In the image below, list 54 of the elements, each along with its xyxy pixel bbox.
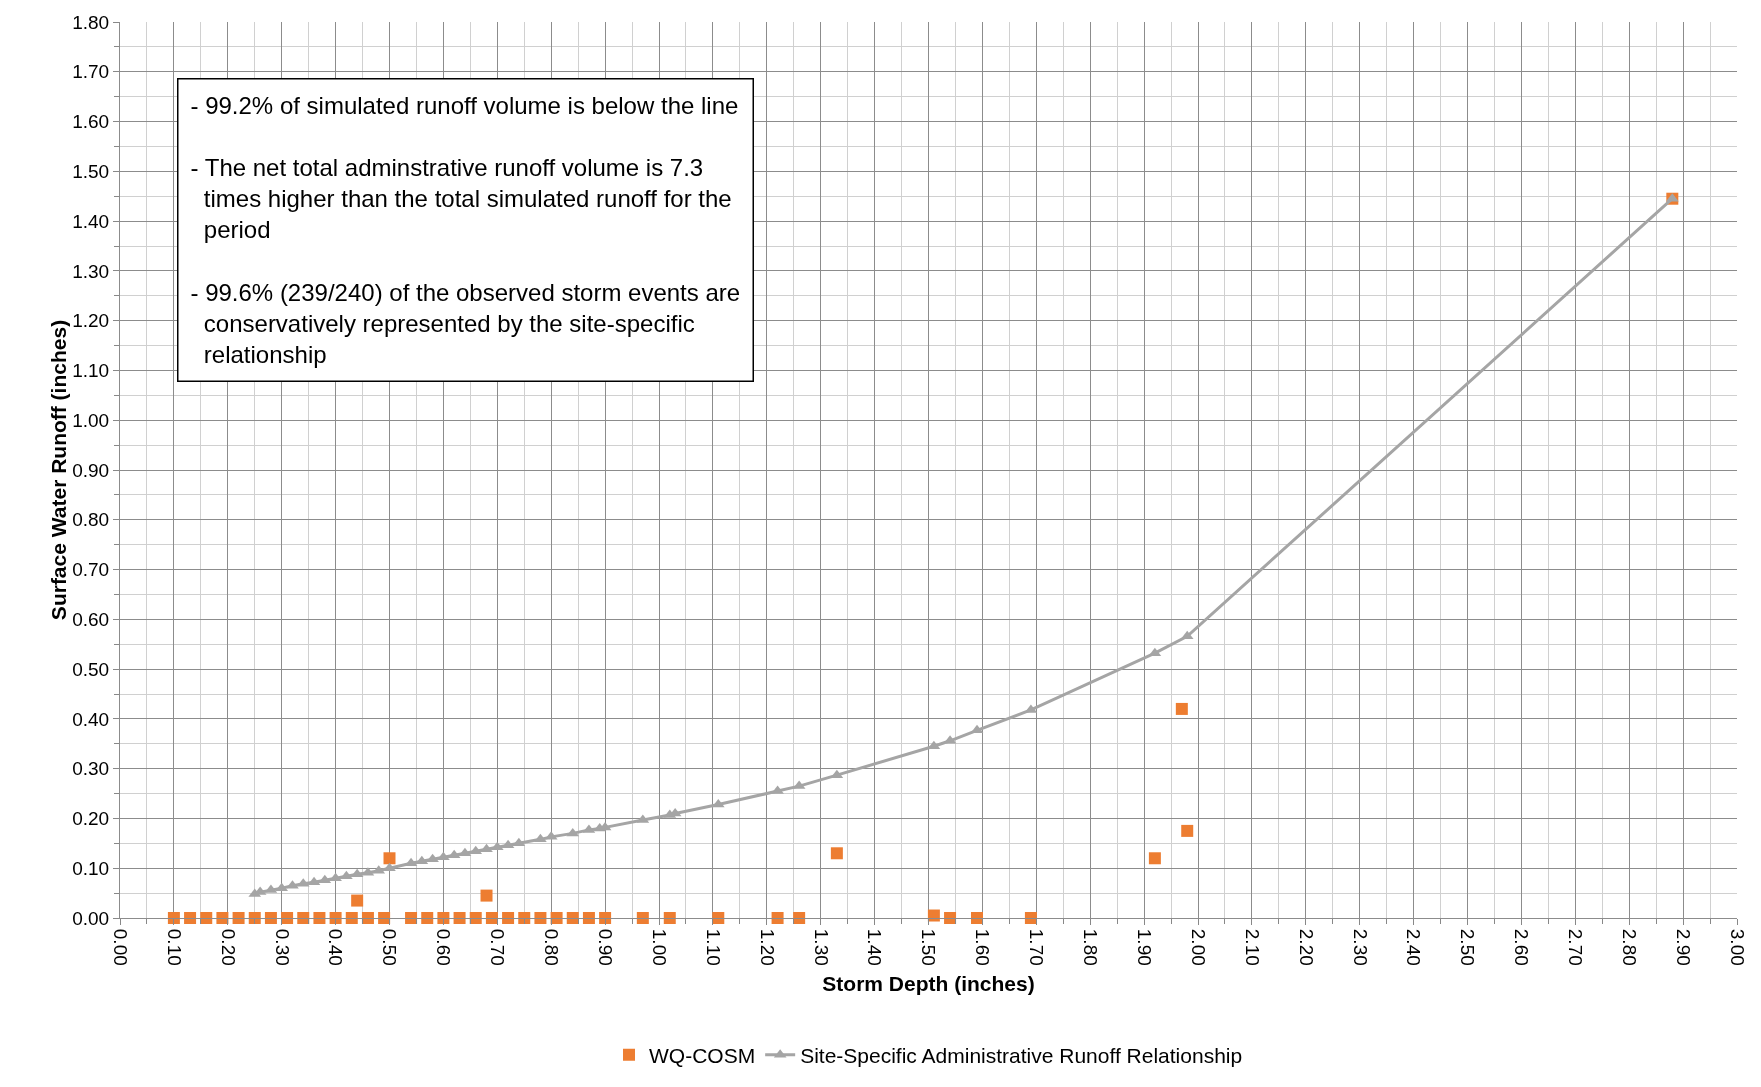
- x-tick-label: 2.00: [1187, 928, 1209, 966]
- x-tick-label: 0.30: [271, 928, 293, 966]
- x-tick-label: 0.10: [163, 928, 185, 966]
- x-tick-label: 1.80: [1080, 928, 1102, 966]
- y-tick-label: 1.40: [72, 210, 110, 232]
- y-tick-label: 1.60: [72, 111, 110, 133]
- x-tick-label: 2.50: [1457, 928, 1479, 966]
- x-tick-label: 1.50: [918, 928, 940, 966]
- y-tick-label: 0.90: [72, 459, 110, 481]
- x-tick-label: 2.30: [1349, 928, 1371, 966]
- y-tick-label: 0.70: [72, 559, 110, 581]
- y-tick-label: 1.50: [72, 160, 110, 182]
- x-tick-label: 0.50: [379, 928, 401, 966]
- x-tick-label: 2.40: [1403, 928, 1425, 966]
- x-tick-label: 2.20: [1295, 928, 1317, 966]
- x-tick-label: 2.10: [1241, 928, 1263, 966]
- y-tick-label: 0.80: [72, 509, 110, 531]
- legend-label: Site-Specific Administrative Runoff Relationship: [800, 1043, 1243, 1067]
- x-tick-label: 0.70: [487, 928, 509, 966]
- x-tick-label: 2.90: [1672, 928, 1694, 966]
- x-tick-label: 1.20: [756, 928, 778, 966]
- x-tick-label: 1.60: [972, 928, 994, 966]
- x-tick-label: 0.90: [594, 928, 616, 966]
- y-tick-label: 1.30: [72, 260, 110, 282]
- y-tick-label: 0.30: [72, 758, 110, 780]
- x-tick-label: 2.70: [1565, 928, 1587, 966]
- y-tick-label: 1.00: [72, 409, 110, 431]
- y-tick-label: 0.00: [72, 907, 110, 929]
- y-tick-label: 0.40: [72, 708, 110, 730]
- x-axis-title: Storm Depth (inches): [822, 972, 1035, 995]
- y-tick-label: 1.10: [72, 360, 110, 382]
- x-tick-label: 3.00: [1726, 928, 1748, 966]
- x-tick-label: 1.30: [810, 928, 832, 966]
- y-tick-label: 1.80: [72, 11, 110, 33]
- x-tick-label: 0.60: [433, 928, 455, 966]
- y-tick-label: 0.60: [72, 608, 110, 630]
- x-tick-label: 1.00: [648, 928, 670, 966]
- y-tick-label: 0.50: [72, 658, 110, 680]
- x-tick-label: 0.20: [217, 928, 239, 966]
- x-tick-label: 1.40: [864, 928, 886, 966]
- y-tick-label: 1.20: [72, 310, 110, 332]
- legend-label: WQ-COSM: [649, 1043, 756, 1067]
- x-tick-label: 2.80: [1619, 928, 1641, 966]
- x-tick-label: 1.70: [1026, 928, 1048, 966]
- y-tick-label: 0.10: [72, 857, 110, 879]
- y-tick-label: 0.20: [72, 808, 110, 830]
- x-tick-label: 0.80: [541, 928, 563, 966]
- text: - 99.2% of simulated runoff volume is below the line - The net total adminstrative runoff volume is 7.3 times higher than the total simulated runoff for the period - 99.6% (239/240) of the observed storm events are conservatively represented by the site-specific relationship: [190, 91, 741, 369]
- x-tick-label: 1.90: [1133, 928, 1155, 966]
- x-tick-label: 2.60: [1511, 928, 1533, 966]
- x-tick-label: 1.10: [702, 928, 724, 966]
- y-tick-label: 1.70: [72, 61, 110, 83]
- x-tick-label: 0.40: [325, 928, 347, 966]
- y-axis-title: Surface Water Runoff (inches): [47, 319, 71, 621]
